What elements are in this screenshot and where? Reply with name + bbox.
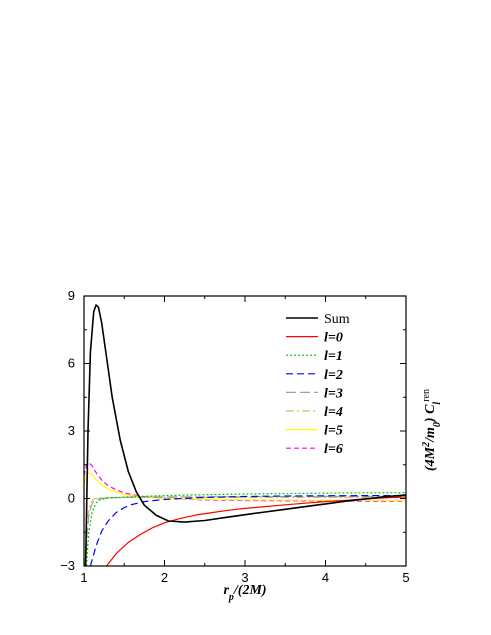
legend-label: l=6 bbox=[324, 442, 343, 457]
x-axis-title: rp/(2M) bbox=[223, 583, 266, 603]
y-tick-label: 3 bbox=[68, 423, 75, 438]
legend-label: l=2 bbox=[324, 368, 343, 383]
y-tick-label: 0 bbox=[68, 491, 75, 506]
legend-label: l=1 bbox=[324, 349, 343, 364]
y-tick-label: 6 bbox=[68, 356, 75, 371]
legend-label: l=5 bbox=[324, 424, 343, 439]
series-line-l1 bbox=[85, 492, 406, 566]
legend-label: l=3 bbox=[324, 386, 343, 401]
y-axis-title: (4M2/m0) Clren bbox=[421, 389, 443, 471]
legend-label: Sum bbox=[324, 312, 350, 327]
series-line-l5 bbox=[84, 472, 406, 502]
legend-label: l=4 bbox=[324, 405, 343, 420]
x-tick-label: 5 bbox=[402, 570, 409, 585]
series-line-sum bbox=[84, 304, 406, 566]
series-line-l2 bbox=[89, 495, 406, 566]
series-line-l4 bbox=[84, 496, 406, 566]
y-tick-label: −3 bbox=[60, 558, 75, 573]
x-tick-label: 2 bbox=[161, 570, 168, 585]
y-tick-label: 9 bbox=[68, 288, 75, 303]
plot-frame bbox=[83, 295, 407, 567]
x-tick-label: 1 bbox=[80, 570, 87, 585]
x-tick-label: 4 bbox=[322, 570, 329, 585]
legend-label: l=0 bbox=[324, 331, 343, 346]
series-line-l3 bbox=[85, 495, 406, 566]
x-tick-label: 3 bbox=[241, 570, 248, 585]
series-line-l0 bbox=[106, 496, 406, 566]
